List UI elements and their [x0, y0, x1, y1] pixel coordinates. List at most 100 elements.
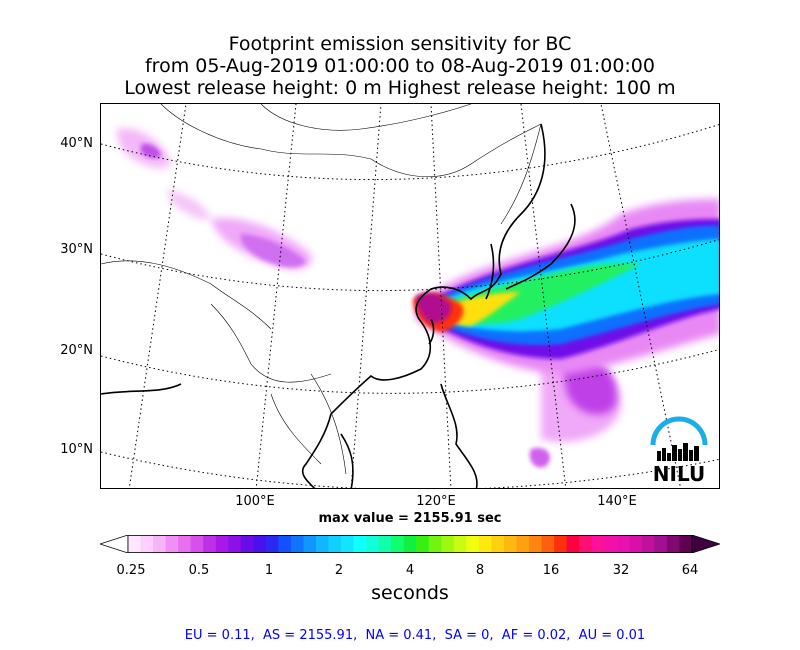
colorbar-tick: 32 [612, 563, 630, 578]
lat-label-30n: 30°N [60, 242, 93, 257]
colorbar-segment [391, 535, 405, 553]
colorbar-segment [165, 535, 179, 553]
title-line-2: from 05-Aug-2019 01:00:00 to 08-Aug-2019… [144, 55, 655, 77]
colorbar-segment [591, 535, 605, 553]
title-line-3: Lowest release height: 0 m Highest relea… [124, 77, 676, 99]
colorbar-segment [203, 535, 217, 553]
title-line-1: Footprint emission sensitivity for BC [228, 33, 572, 55]
colorbar-tick: 1 [264, 563, 274, 578]
map-svg [101, 104, 719, 488]
colorbar-segment [366, 535, 380, 553]
nilu-logo: NILU [647, 415, 711, 485]
colorbar-segment [679, 535, 693, 553]
colorbar [98, 534, 722, 554]
plume-core [416, 292, 452, 324]
plume-south-blob [529, 447, 551, 468]
colorbar-svg [98, 534, 722, 554]
colorbar-segment [529, 535, 543, 553]
lon-line-90e [128, 104, 187, 488]
colorbar-segment [178, 535, 192, 553]
max-value-text: max value = 2155.91 sec [318, 511, 502, 526]
colorbar-segment [579, 535, 593, 553]
border-mongolia-china [160, 104, 542, 178]
colorbar-tick: 2 [334, 563, 344, 578]
colorbar-tick: 0.5 [188, 563, 210, 578]
coastlines [101, 123, 576, 488]
coast-japan [505, 203, 576, 290]
lon-line-110e [350, 104, 382, 488]
colorbar-segment [341, 535, 355, 553]
coast-taiwan [428, 318, 435, 345]
colorbar-segment [416, 535, 430, 553]
lon-label-100e: 100°E [235, 494, 275, 509]
colorbar-segment [428, 535, 442, 553]
coast-east-asia [301, 123, 546, 488]
colorbar-segment [466, 535, 480, 553]
colorbar-segment [554, 535, 568, 553]
colorbar-label: seconds [371, 582, 449, 604]
plume-west-core [240, 234, 306, 268]
colorbar-segment [516, 535, 530, 553]
nilu-logo-graphic: NILU [650, 416, 708, 485]
colorbar-segment [629, 535, 643, 553]
colorbar-segment [265, 535, 279, 553]
colorbar-segment [478, 535, 492, 553]
colorbar-segment [541, 535, 555, 553]
lat-line-40n [101, 124, 719, 181]
border-russia-mongolia [260, 104, 472, 131]
coast-indochina [340, 433, 354, 488]
colorbar-segment [316, 535, 330, 553]
colorbar-extend-low [98, 534, 129, 554]
colorbar-segment [253, 535, 267, 553]
colorbar-segment [666, 535, 680, 553]
lon-label-140e: 140°E [597, 494, 637, 509]
lat-label-40n: 40°N [60, 136, 93, 151]
colorbar-extend-high [691, 534, 722, 554]
colorbar-segment [278, 535, 292, 553]
colorbar-segment [290, 535, 304, 553]
lon-line-140e [600, 104, 682, 488]
colorbar-frame [127, 535, 693, 554]
colorbar-tick: 16 [542, 563, 560, 578]
lat-label-20n: 20°N [60, 343, 93, 358]
plume-west-fringe [166, 189, 211, 220]
colorbar-segment [641, 535, 655, 553]
country-borders [101, 104, 542, 475]
coast-india [101, 383, 182, 395]
lon-line-100e [255, 104, 297, 488]
border-laos-vietnam [310, 373, 347, 475]
colorbar-segment [190, 535, 204, 553]
colorbar-segment [491, 535, 505, 553]
lat-label-10n: 10°N [60, 442, 93, 457]
colorbar-segment [616, 535, 630, 553]
lon-label-120e: 120°E [416, 494, 456, 509]
colorbar-segment [378, 535, 392, 553]
border-thailand [270, 393, 322, 465]
border-myanmar [210, 303, 332, 383]
colorbar-segment [504, 535, 518, 553]
colorbar-segment [353, 535, 367, 553]
colorbar-tick: 8 [475, 563, 485, 578]
colorbar-segment [140, 535, 154, 553]
colorbar-segment [453, 535, 467, 553]
region-totals: EU = 0.11, AS = 2155.91, NA = 0.41, SA =… [184, 628, 646, 643]
colorbar-segment [303, 535, 317, 553]
colorbar-segment [240, 535, 254, 553]
footprint-map: NILU [100, 103, 720, 489]
lon-line-120e [430, 104, 452, 488]
sensitivity-field [116, 128, 719, 468]
colorbar-segment [153, 535, 167, 553]
graticule [101, 104, 719, 488]
coast-korea [485, 243, 495, 300]
colorbar-tick: 64 [681, 563, 699, 578]
coast-philippines [440, 383, 478, 488]
colorbar-segment [441, 535, 455, 553]
colorbar-segment [604, 535, 618, 553]
logo-arc [650, 416, 708, 446]
colorbar-segment [566, 535, 580, 553]
colorbar-segment [654, 535, 668, 553]
colorbar-segment [328, 535, 342, 553]
border-himalaya [101, 260, 272, 330]
colorbar-tick: 4 [405, 563, 415, 578]
colorbar-segment [403, 535, 417, 553]
